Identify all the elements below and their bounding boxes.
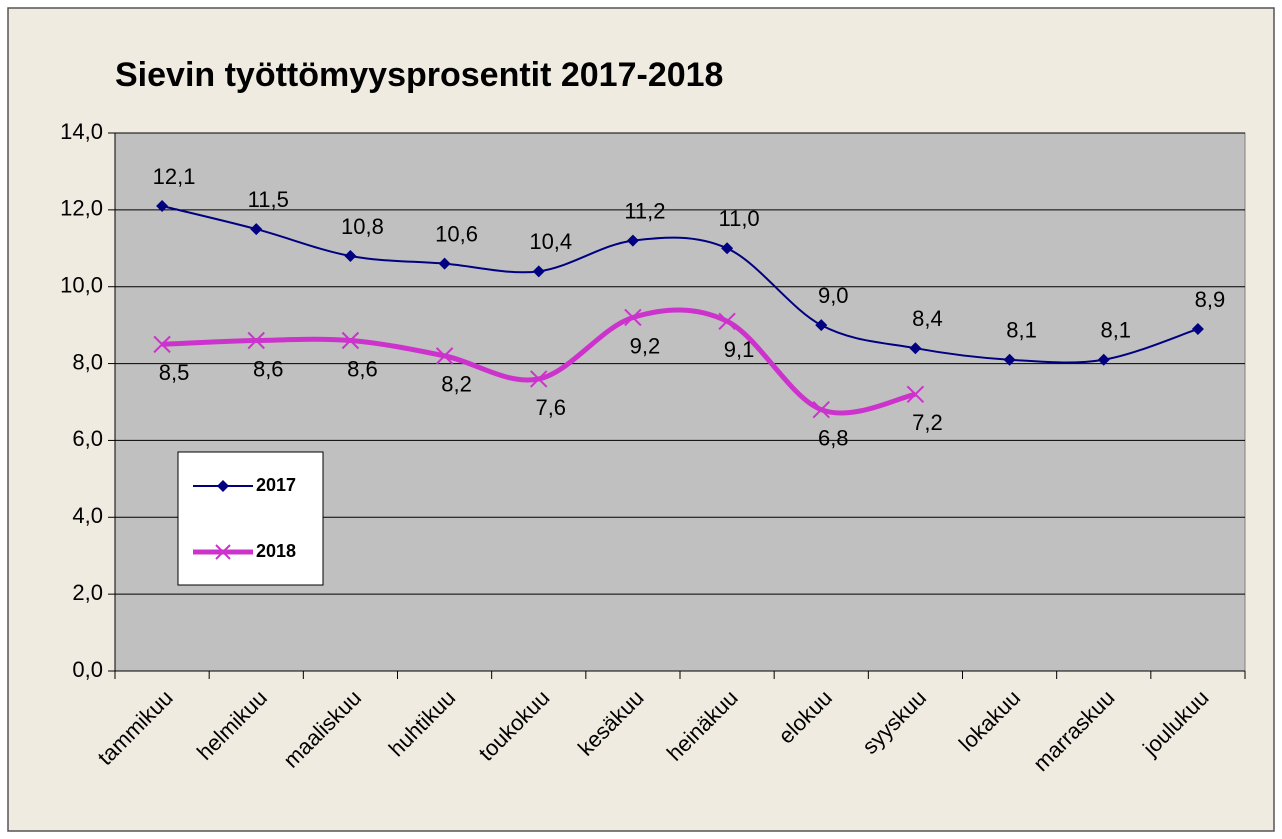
y-tick-label: 14,0 — [60, 119, 103, 144]
data-label: 12,1 — [153, 164, 196, 189]
data-label: 8,1 — [1006, 318, 1037, 343]
data-label: 8,2 — [441, 372, 472, 397]
series-line — [161, 307, 916, 416]
chart-title: Sievin työttömyysprosentit 2017-2018 — [115, 56, 723, 94]
point-marker — [344, 249, 357, 262]
legend-label: 2017 — [256, 475, 296, 495]
point-marker — [250, 223, 263, 236]
data-label: 11,5 — [248, 187, 289, 212]
y-tick-label: 10,0 — [60, 273, 103, 298]
data-label: 8,6 — [347, 356, 378, 381]
point-marker — [532, 265, 545, 278]
data-label: 8,5 — [159, 360, 190, 385]
point-marker — [626, 234, 639, 247]
data-label: 9,0 — [818, 283, 849, 308]
data-label: 8,9 — [1195, 287, 1226, 312]
data-label: 10,6 — [435, 221, 478, 246]
y-tick-label: 0,0 — [72, 657, 103, 682]
point-marker — [718, 312, 736, 331]
data-label: 11,0 — [718, 206, 759, 231]
data-label: 9,1 — [724, 337, 755, 362]
point-marker — [1097, 353, 1110, 366]
point-marker — [721, 242, 734, 255]
point-marker — [153, 335, 171, 354]
point-marker — [906, 385, 925, 404]
point-marker — [530, 370, 548, 388]
y-tick-label: 4,0 — [72, 503, 103, 528]
data-label: 8,6 — [253, 356, 284, 381]
point-marker — [1191, 322, 1204, 335]
data-label: 6,8 — [818, 425, 849, 450]
legend-marker — [215, 544, 231, 560]
data-label: 11,2 — [624, 198, 665, 223]
point-marker — [341, 331, 360, 350]
data-label: 7,6 — [535, 395, 566, 420]
plot-area — [114, 132, 1246, 672]
legend-marker — [217, 480, 229, 492]
legend-box — [177, 451, 324, 586]
y-tick-label: 6,0 — [72, 426, 103, 451]
point-marker — [1003, 353, 1016, 366]
y-tick-label: 12,0 — [60, 196, 103, 221]
data-label: 7,2 — [912, 410, 943, 435]
data-label: 8,1 — [1100, 318, 1131, 343]
point-marker — [812, 400, 830, 419]
point-marker — [156, 200, 169, 213]
point-marker — [438, 257, 451, 270]
legend-label: 2018 — [256, 541, 296, 561]
data-label: 8,4 — [912, 306, 943, 331]
point-marker — [247, 331, 265, 350]
point-marker — [624, 308, 642, 327]
point-marker — [435, 347, 454, 365]
data-label: 10,8 — [341, 214, 384, 239]
y-tick-label: 2,0 — [72, 580, 103, 605]
point-marker — [815, 319, 828, 332]
data-label: 9,2 — [630, 333, 661, 358]
y-tick-label: 8,0 — [72, 349, 103, 374]
data-label: 10,4 — [529, 229, 572, 254]
point-marker — [909, 342, 922, 355]
